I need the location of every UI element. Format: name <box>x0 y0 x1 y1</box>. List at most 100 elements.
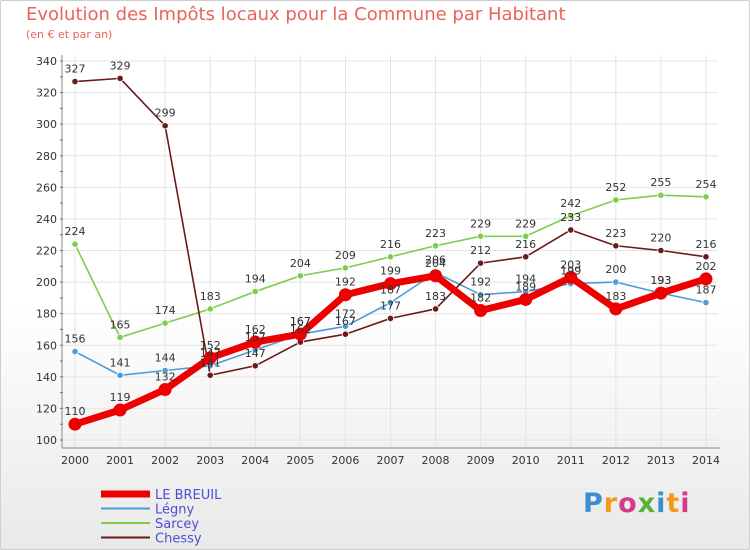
data-label-sarcey: 255 <box>650 176 671 189</box>
legend-label-sarcey: Sarcey <box>155 517 199 532</box>
data-label-le-breuil: 132 <box>155 370 176 383</box>
data-label-sarcey: 165 <box>110 318 131 331</box>
data-label-le-breuil: 203 <box>560 258 581 271</box>
data-point-chessy <box>702 253 710 261</box>
x-tick-label: 2006 <box>331 454 359 467</box>
x-tick-label: 2009 <box>467 454 495 467</box>
data-label-le-breuil: 202 <box>695 260 716 273</box>
y-tick-label: 320 <box>36 87 57 100</box>
data-point-chessy <box>161 122 169 130</box>
data-label-chessy: 223 <box>605 227 626 240</box>
data-label-l-gny: 199 <box>560 265 581 278</box>
data-point-sarcey <box>612 196 620 204</box>
y-tick-label: 120 <box>36 402 57 415</box>
data-point-le-breuil <box>203 351 217 365</box>
data-point-sarcey <box>522 232 530 240</box>
x-tick-label: 2001 <box>106 454 134 467</box>
data-label-le-breuil: 192 <box>335 276 356 289</box>
legend-label-le-breuil: LE BREUIL <box>155 488 222 503</box>
data-label-sarcey: 254 <box>695 178 716 191</box>
data-label-sarcey: 204 <box>290 257 311 270</box>
data-label-chessy: 220 <box>650 232 671 245</box>
data-point-chessy <box>116 74 124 82</box>
data-point-le-breuil <box>293 327 307 341</box>
data-label-l-gny: 194 <box>515 273 536 286</box>
data-label-chessy: 147 <box>245 347 266 360</box>
data-label-l-gny: 193 <box>650 274 671 287</box>
data-point-le-breuil <box>519 292 533 306</box>
data-label-le-breuil: 119 <box>110 391 131 404</box>
data-label-chessy: 233 <box>560 211 581 224</box>
data-point-sarcey <box>251 287 259 296</box>
x-tick-label: 2008 <box>422 454 450 467</box>
data-label-l-gny: 187 <box>380 284 401 297</box>
data-point-le-breuil <box>429 269 443 283</box>
x-tick-label: 2012 <box>602 454 630 467</box>
data-label-sarcey: 223 <box>425 227 446 240</box>
data-label-sarcey: 224 <box>65 225 86 238</box>
y-tick-label: 220 <box>36 245 57 258</box>
data-point-sarcey <box>296 272 304 280</box>
x-tick-label: 2004 <box>241 454 269 467</box>
chart-subtitle: (en € et par an) <box>26 28 113 41</box>
data-label-sarcey: 242 <box>560 197 581 210</box>
x-tick-label: 2002 <box>151 454 179 467</box>
data-label-chessy: 299 <box>155 107 176 120</box>
data-label-le-breuil: 199 <box>380 265 401 278</box>
data-label-l-gny: 200 <box>605 263 626 276</box>
data-point-chessy <box>522 253 530 261</box>
y-tick-label: 280 <box>36 150 57 163</box>
x-tick-label: 2005 <box>286 454 314 467</box>
data-label-sarcey: 174 <box>155 304 176 317</box>
data-label-l-gny: 144 <box>155 352 176 365</box>
data-label-chessy: 212 <box>470 244 491 257</box>
data-point-le-breuil <box>564 270 578 284</box>
data-point-chessy <box>341 330 350 338</box>
data-point-chessy <box>567 226 575 234</box>
data-label-chessy: 177 <box>380 299 401 312</box>
data-point-sarcey <box>386 253 395 261</box>
y-tick-label: 140 <box>36 371 57 384</box>
x-tick-label: 2014 <box>692 454 720 467</box>
y-tick-label: 340 <box>36 55 57 68</box>
data-label-l-gny: 172 <box>335 307 356 320</box>
data-label-l-gny: 141 <box>110 356 131 369</box>
data-point-l-gny <box>477 291 485 299</box>
data-point-l-gny <box>71 347 79 356</box>
y-tick-label: 100 <box>36 434 57 447</box>
data-point-sarcey <box>567 212 575 220</box>
data-point-le-breuil <box>383 277 397 291</box>
data-point-le-breuil <box>609 302 623 316</box>
data-label-le-breuil: 189 <box>515 280 536 293</box>
data-point-sarcey <box>477 232 485 240</box>
data-point-le-breuil <box>248 335 262 349</box>
data-label-sarcey: 229 <box>470 217 491 230</box>
data-label-chessy: 167 <box>335 315 356 328</box>
legend-label-l-gny: Légny <box>155 503 195 518</box>
data-label-sarcey: 216 <box>380 238 401 251</box>
data-label-le-breuil: 110 <box>65 405 86 418</box>
data-label-l-gny: 167 <box>290 315 311 328</box>
data-point-le-breuil <box>68 417 82 431</box>
x-tick-label: 2007 <box>376 454 404 467</box>
data-point-sarcey <box>341 264 350 272</box>
data-label-sarcey: 229 <box>515 217 536 230</box>
y-tick-label: 240 <box>36 213 57 226</box>
chart-title: Evolution des Impôts locaux pour la Comm… <box>26 4 566 25</box>
data-point-le-breuil <box>654 286 668 300</box>
data-label-sarcey: 209 <box>335 249 356 262</box>
data-point-l-gny <box>612 278 620 286</box>
data-point-le-breuil <box>699 272 713 286</box>
data-point-sarcey <box>702 193 710 201</box>
data-point-l-gny <box>161 366 169 375</box>
data-label-l-gny: 206 <box>425 254 446 267</box>
data-label-chessy: 183 <box>425 290 446 303</box>
data-label-chessy: 327 <box>65 63 86 76</box>
data-point-le-breuil <box>113 403 127 417</box>
y-tick-label: 200 <box>36 276 57 289</box>
legend-label-chessy: Chessy <box>155 532 202 547</box>
data-label-chessy: 216 <box>695 238 716 251</box>
x-tick-label: 2010 <box>512 454 540 467</box>
data-label-sarcey: 183 <box>200 290 221 303</box>
data-label-le-breuil: 162 <box>245 323 266 336</box>
